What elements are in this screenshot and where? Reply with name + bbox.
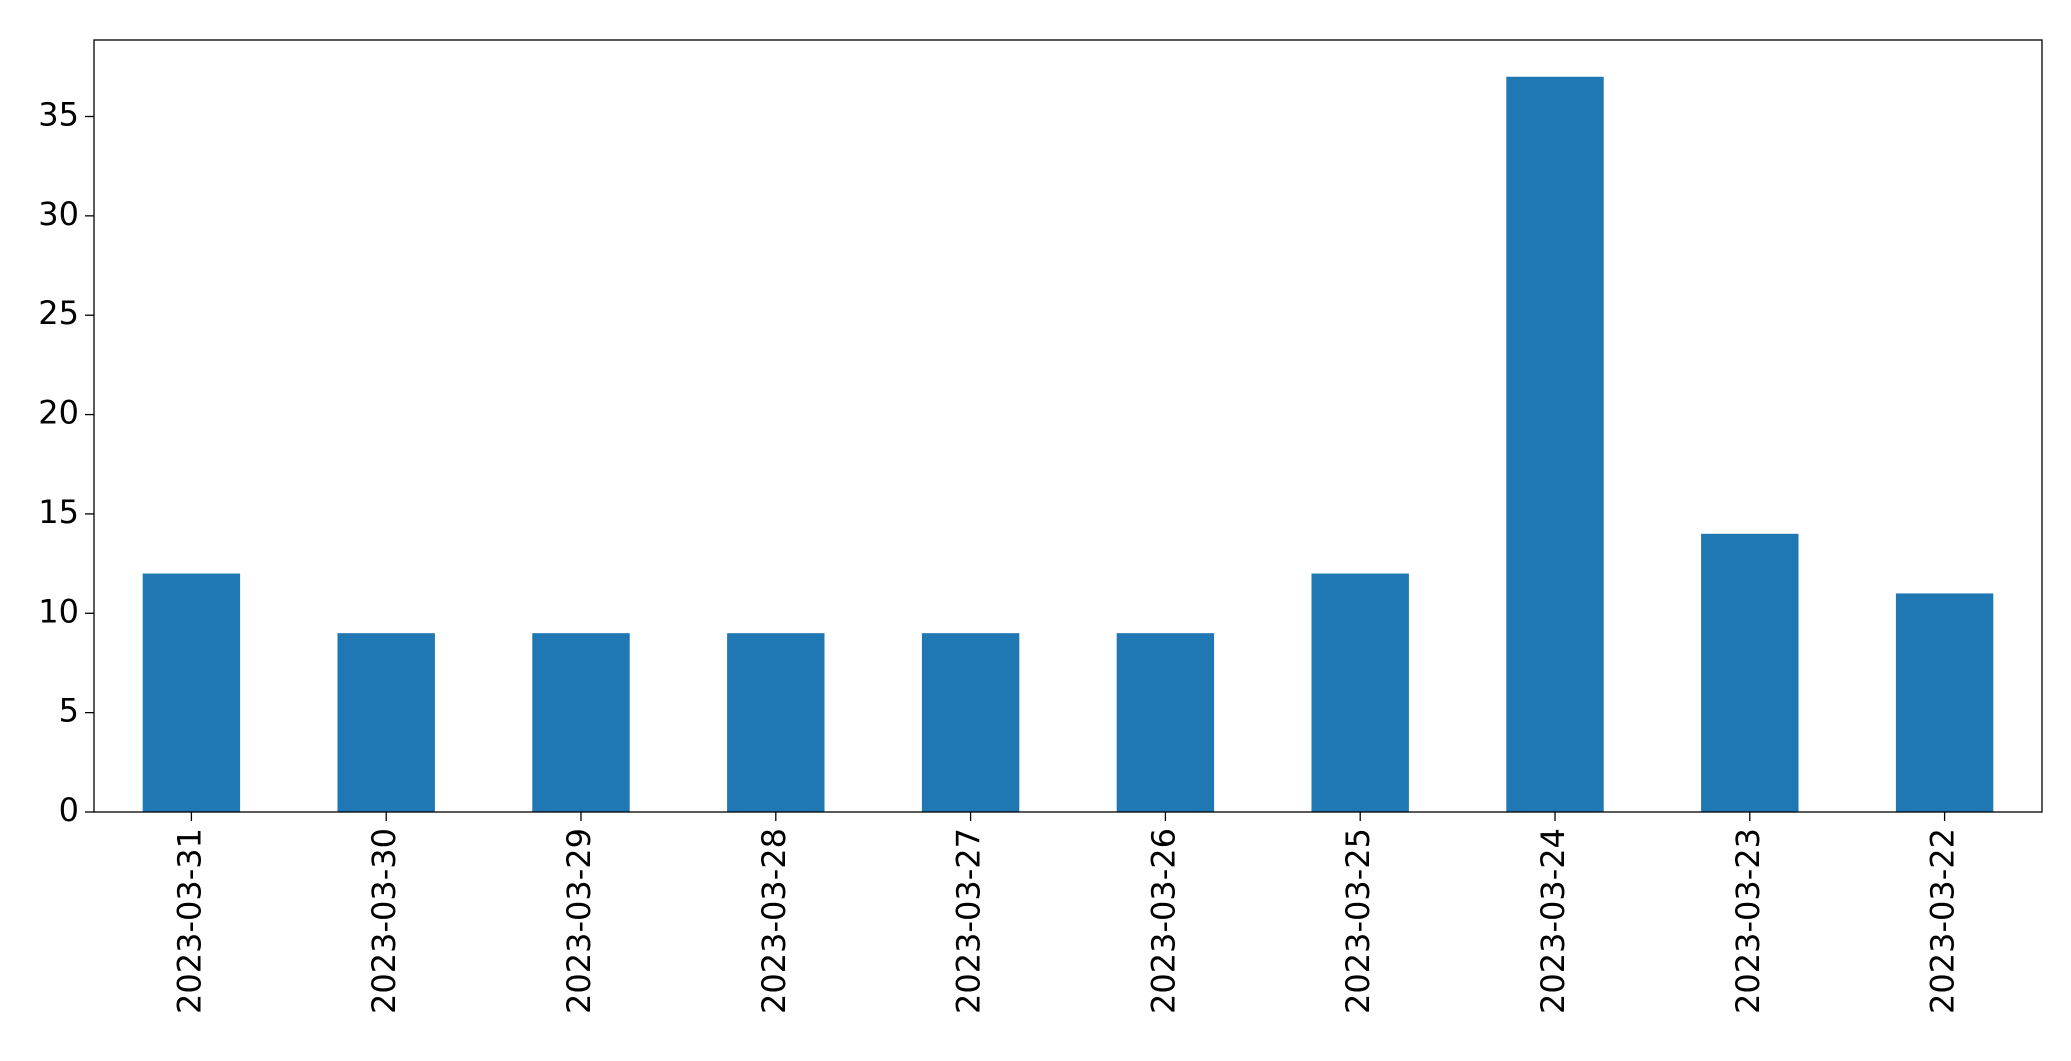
x-tick-label: 2023-03-28 bbox=[755, 828, 793, 1014]
bar bbox=[1311, 573, 1409, 812]
x-tick-label: 2023-03-26 bbox=[1144, 828, 1182, 1014]
x-tick-label: 2023-03-29 bbox=[560, 828, 598, 1014]
bar bbox=[1116, 633, 1215, 812]
y-tick-label: 30 bbox=[38, 195, 79, 233]
y-tick-label: 0 bbox=[59, 791, 79, 829]
y-tick-label: 25 bbox=[38, 294, 79, 332]
bar bbox=[1895, 593, 1994, 812]
x-tick-label: 2023-03-31 bbox=[170, 828, 208, 1014]
x-tick-label: 2023-03-27 bbox=[950, 828, 988, 1014]
bar bbox=[532, 633, 630, 812]
y-tick-label: 20 bbox=[38, 394, 79, 432]
bar bbox=[1701, 533, 1799, 812]
bar bbox=[337, 633, 435, 812]
plot-frame bbox=[93, 39, 2043, 813]
y-tick-label: 35 bbox=[38, 96, 79, 134]
y-tick-label: 10 bbox=[38, 592, 79, 630]
y-tick-label: 5 bbox=[59, 692, 79, 730]
x-tick-label: 2023-03-30 bbox=[365, 828, 403, 1014]
bar bbox=[1506, 76, 1604, 812]
bar bbox=[727, 633, 825, 812]
bar bbox=[142, 573, 241, 812]
x-tick-label: 2023-03-24 bbox=[1534, 828, 1572, 1014]
x-tick-label: 2023-03-22 bbox=[1924, 828, 1962, 1014]
x-tick-label: 2023-03-25 bbox=[1339, 828, 1377, 1014]
y-tick-label: 15 bbox=[38, 493, 79, 531]
bar bbox=[921, 633, 1020, 812]
x-tick-label: 2023-03-23 bbox=[1729, 828, 1767, 1014]
